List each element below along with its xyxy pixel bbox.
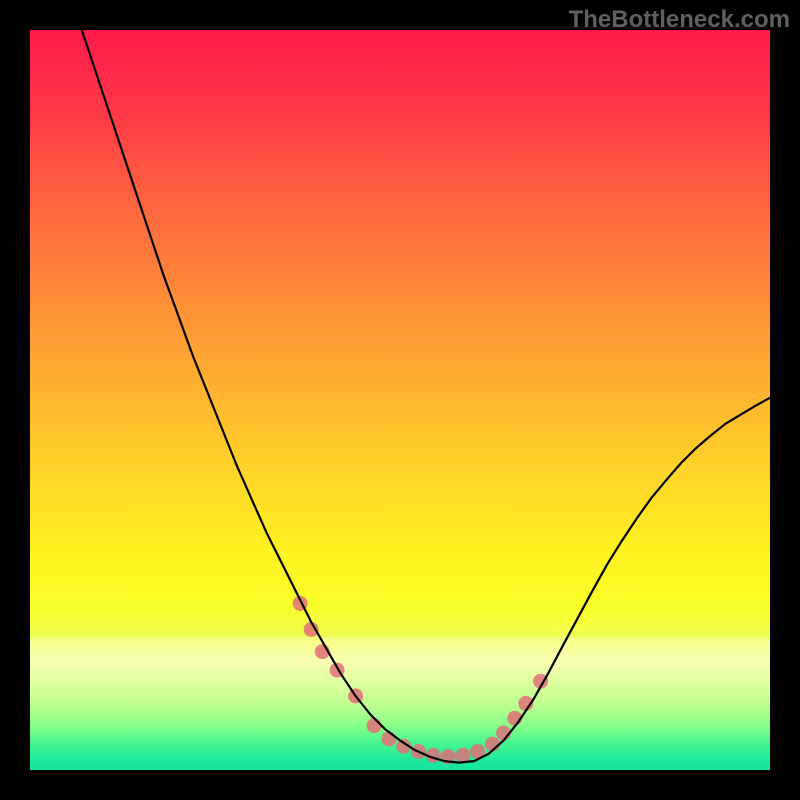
plot-area (30, 30, 770, 770)
bottleneck-curve (82, 30, 770, 763)
marker-point (455, 748, 470, 763)
marker-point (381, 731, 396, 746)
stage: TheBottleneck.com (0, 0, 800, 800)
markers-group (293, 596, 548, 764)
curve-layer (30, 30, 770, 770)
watermark-text: TheBottleneck.com (569, 6, 790, 34)
marker-point (367, 718, 382, 733)
